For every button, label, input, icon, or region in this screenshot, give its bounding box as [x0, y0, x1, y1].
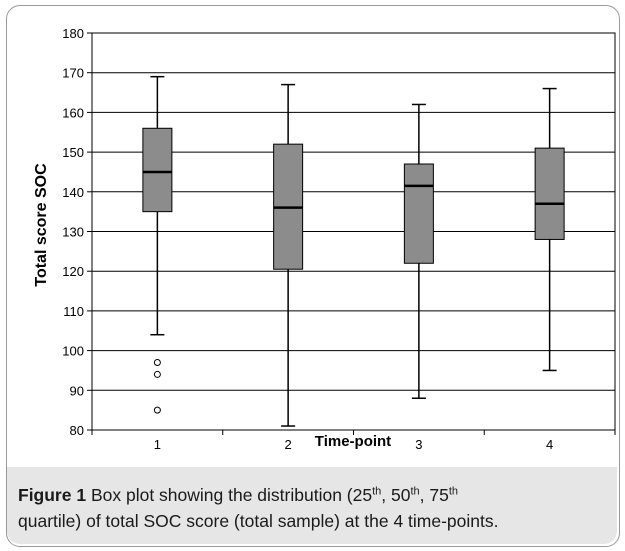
caption-band [7, 467, 617, 544]
y-tick-label: 110 [63, 304, 84, 319]
figure-caption: Figure 1 Box plot showing the distributi… [18, 482, 618, 534]
y-tick-label: 140 [62, 185, 84, 200]
caption-sup-1: th [372, 485, 382, 498]
caption-sup-3: th [448, 485, 459, 498]
box-1 [142, 75, 173, 414]
caption-text-2: , 50 [381, 485, 411, 505]
x-tick-label: 2 [285, 437, 292, 452]
outlier-point [153, 406, 161, 414]
outlier-point [153, 370, 161, 378]
y-tick-label: 90 [70, 383, 84, 398]
caption-text-3: , 75 [419, 485, 449, 505]
box-plot-chart: 80 90 100 110 120 130 140 150 160 170 180 1 2 3 4 Tot… [33, 26, 616, 452]
caption-text-4: quartile) of total SOC score (total samp… [18, 511, 499, 531]
interquartile-box [534, 147, 565, 240]
y-axis-ticks: 80 90 100 110 120 130 140 150 160 170 180 [62, 26, 92, 438]
x-axis-ticks: 1 2 3 4 [91, 430, 616, 452]
box-series [142, 75, 565, 427]
box-4 [534, 87, 565, 372]
caption-sup-2: th [410, 485, 420, 498]
y-tick-label: 80 [70, 423, 84, 438]
x-axis-label: Time-point [315, 433, 391, 450]
y-tick-label: 170 [62, 66, 84, 81]
caption-text-1: Box plot showing the distribution (25 [90, 485, 373, 505]
box-3 [403, 103, 434, 399]
y-tick-label: 130 [62, 225, 84, 240]
interquartile-box [142, 127, 173, 213]
y-axis-label: Total score SOC [33, 163, 50, 287]
y-tick-label: 160 [62, 105, 84, 120]
box-2 [273, 83, 304, 427]
y-tick-label: 120 [62, 264, 84, 279]
y-tick-label: 150 [62, 145, 84, 160]
outlier-point [153, 359, 161, 367]
x-tick-label: 3 [415, 437, 422, 452]
x-tick-label: 4 [546, 437, 553, 452]
interquartile-box [403, 163, 434, 264]
caption-lead: Figure 1 [18, 485, 87, 505]
y-tick-label: 100 [62, 344, 84, 359]
figure-frame [6, 5, 620, 547]
y-tick-label: 180 [62, 26, 84, 41]
x-tick-label: 1 [154, 437, 161, 452]
